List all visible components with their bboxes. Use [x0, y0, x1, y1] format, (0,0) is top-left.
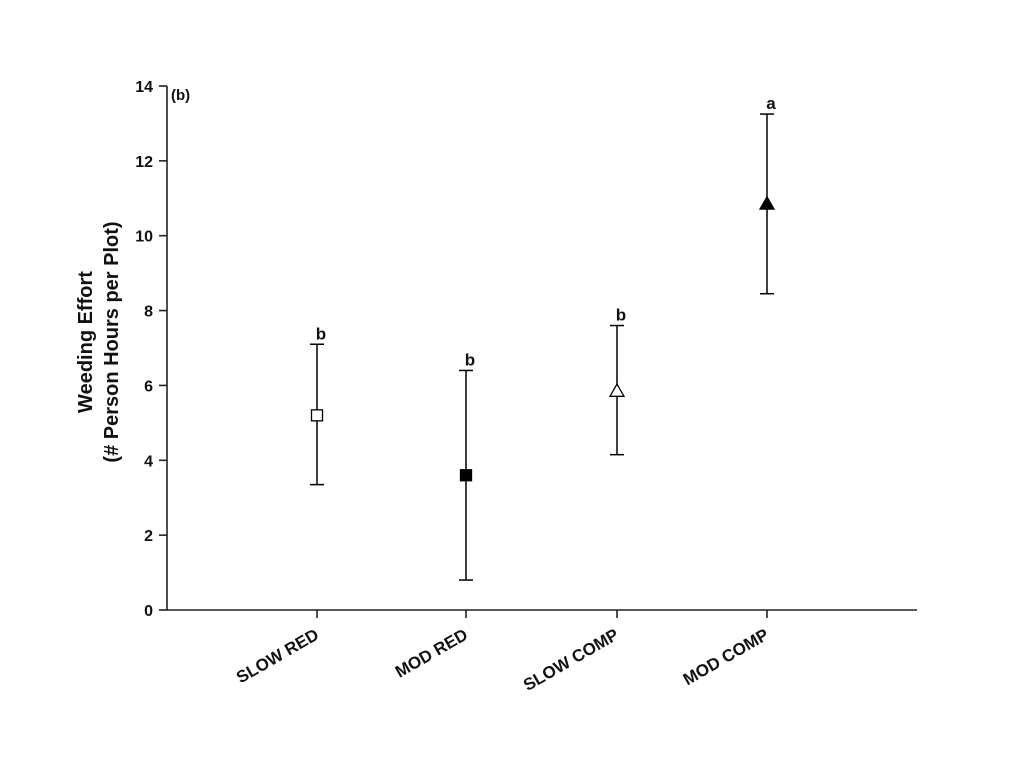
- y-axis-title-line2: (# Person Hours per Plot): [101, 221, 123, 462]
- x-tick-label: SLOW RED: [233, 625, 322, 687]
- panel-label: (b): [171, 87, 190, 104]
- x-tick-label: SLOW COMP: [520, 625, 622, 695]
- data-point-triangle: [608, 382, 626, 397]
- y-axis-title: Weeding Effort: [75, 271, 97, 413]
- y-tick-label: 6: [144, 378, 153, 395]
- y-tick-label: 12: [135, 154, 153, 171]
- x-tick-label: MOD COMP: [680, 625, 772, 689]
- x-tick-label: MOD RED: [392, 625, 471, 682]
- significance-letter: a: [766, 94, 776, 113]
- significance-letter: b: [316, 324, 326, 343]
- plot-area: 0 2 4 6 8 10 12 14 SLOW RED MOD RED SLOW COMP MOD C…: [75, 79, 917, 695]
- y-tick-label: 4: [144, 453, 153, 470]
- significance-letter: b: [465, 350, 475, 369]
- data-point-square: [459, 469, 473, 482]
- y-tick-label: 2: [144, 528, 153, 545]
- significance-letter: b: [616, 306, 626, 325]
- y-tick-label: 10: [135, 229, 153, 246]
- y-tick-label: 0: [144, 603, 153, 620]
- y-tick-label: 8: [144, 304, 153, 321]
- data-point-triangle: [758, 195, 776, 210]
- data-point-square: [310, 409, 324, 422]
- y-tick-label: 14: [135, 79, 153, 96]
